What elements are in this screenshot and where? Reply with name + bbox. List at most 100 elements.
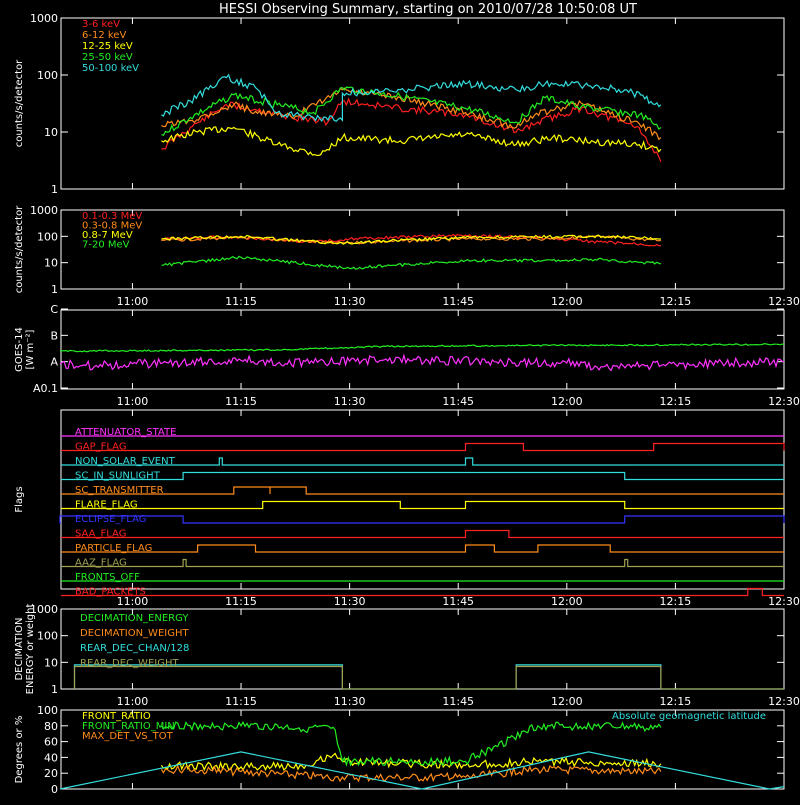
goes-series-1	[59, 353, 785, 372]
decimation-legend-2: REAR_DEC_CHAN/128	[80, 643, 189, 654]
flag-label-0: ATTENUATOR_STATE	[75, 427, 176, 438]
goes-ytick-label-1: A	[50, 356, 58, 369]
flag-trace-2	[61, 457, 784, 466]
gamma-xtick-label-4: 12:00	[551, 295, 583, 308]
flags-xtick-label-3: 11:45	[442, 595, 474, 608]
goes-ytick-label-2: B	[50, 329, 58, 342]
decimation-legend-0: DECIMATION_ENERGY	[80, 613, 189, 624]
flags-xtick-label-5: 12:15	[660, 595, 692, 608]
decimation-series-0	[73, 664, 784, 690]
flag-label-2: NON_SOLAR_EVENT	[75, 456, 176, 467]
goes-xtick-label-5: 12:15	[660, 395, 692, 408]
gamma-xtick-label-3: 11:45	[442, 295, 474, 308]
flags-xtick-label-0: 11:00	[117, 595, 149, 608]
hxr-ytick-label-0: 1	[51, 183, 58, 196]
flags-xtick-label-1: 11:15	[225, 595, 257, 608]
ratios-series-2	[160, 764, 662, 783]
gamma-series-1	[161, 235, 662, 245]
flag-trace-3	[61, 471, 784, 481]
decimation-xtick-label-4: 12:00	[551, 695, 583, 708]
ratios-ytick-label-0: 0	[51, 783, 58, 796]
flag-trace-1	[61, 442, 785, 452]
hxr-legend-0: 3-6 keV	[82, 19, 120, 30]
flag-label-11: BAD_PACKETS	[75, 587, 146, 598]
gamma-ytick-label-2: 100	[37, 230, 58, 243]
decimation-xtick-label-2: 11:30	[334, 695, 366, 708]
ratios-ytick-label-1: 20	[44, 767, 58, 780]
goes-xtick-label-4: 12:00	[551, 395, 583, 408]
goes-ylabel-0: GOES-14	[14, 327, 25, 372]
hxr-legend-2: 12-25 keV	[82, 41, 133, 52]
hxr-ylabel-0: counts/s/detector	[14, 59, 25, 147]
plot-title: HESSI Observing Summary, starting on 201…	[219, 2, 637, 17]
ratios-ytick-label-3: 60	[44, 736, 58, 749]
hxr-series-4	[161, 73, 662, 123]
gamma-series-3	[161, 255, 662, 270]
ratios-annotation: Absolute geomagnetic latitude	[612, 711, 766, 722]
ratios-ylabel-0: Degrees or %	[14, 716, 25, 784]
hxr-ytick-label-1: 10	[44, 126, 58, 139]
gamma-xtick-label-2: 11:30	[334, 295, 366, 308]
hxr-series-1	[161, 87, 662, 141]
ratios-series-1	[160, 720, 662, 768]
gamma-xtick-label-6: 12:30	[768, 295, 800, 308]
hxr-frame	[60, 17, 785, 190]
gamma-xtick-label-5: 12:15	[660, 295, 692, 308]
goes-xtick-label-1: 11:15	[225, 395, 257, 408]
flags-ylabel-0: Flags	[14, 486, 25, 512]
flag-label-4: SC_TRANSMITTER	[75, 485, 164, 496]
flag-trace-6	[59, 515, 785, 524]
gamma-series-2	[161, 234, 661, 245]
ratios-ytick-label-4: 80	[44, 720, 58, 733]
flag-trace-7	[61, 529, 784, 539]
gamma-xtick-label-1: 11:15	[225, 295, 257, 308]
decimation-xtick-label-5: 12:15	[660, 695, 692, 708]
decimation-ytick-label-1: 10	[44, 656, 58, 669]
goes-xtick-label-0: 11:00	[117, 395, 149, 408]
ratios-legend-2: MAX_DET_VS_TOT	[82, 731, 174, 742]
flag-trace-8	[61, 544, 784, 553]
flag-label-6: ECLIPSE_FLAG	[75, 514, 146, 525]
ratios-ytick-label-5: 100	[37, 704, 58, 717]
flag-trace-5	[61, 500, 784, 510]
flag-trace-11	[61, 587, 784, 597]
goes-xtick-label-3: 11:45	[442, 395, 474, 408]
goes-frame	[60, 309, 785, 390]
flags-xtick-label-4: 12:00	[551, 595, 583, 608]
hxr-ytick-label-2: 100	[37, 69, 58, 82]
flag-label-1: GAP_FLAG	[75, 442, 127, 453]
gamma-legend-0: 0.1-0.3 MeV	[82, 211, 142, 222]
flag-label-5: FLARE_FLAG	[75, 500, 138, 511]
goes-xtick-label-2: 11:30	[334, 395, 366, 408]
goes-xtick-label-6: 12:30	[768, 395, 800, 408]
goes-ylabel-1: [W m⁻²]	[25, 329, 36, 369]
gamma-xtick-label-0: 11:00	[117, 295, 149, 308]
goes-ytick-label-0: A0.1	[33, 382, 58, 395]
flag-label-8: PARTICLE_FLAG	[75, 543, 152, 554]
hxr-ytick-label-3: 1000	[30, 12, 58, 25]
flag-label-10: FRONTS_OFF	[75, 572, 140, 583]
flag-label-9: AAZ_FLAG	[75, 558, 127, 569]
gamma-ytick-label-1: 10	[44, 257, 58, 270]
flag-label-7: SAA_FLAG	[75, 529, 126, 540]
decimation-ytick-label-0: 1	[51, 683, 58, 696]
decimation-legend-1: DECIMATION_WEIGHT	[80, 628, 189, 639]
decimation-xtick-label-1: 11:15	[225, 695, 257, 708]
decimation-xtick-label-0: 11:00	[117, 695, 149, 708]
goes-ytick-label-3: C	[50, 303, 58, 316]
decimation-xtick-label-6: 12:30	[768, 695, 800, 708]
hxr-legend-4: 50-100 keV	[82, 63, 139, 74]
decimation-xtick-label-3: 11:45	[442, 695, 474, 708]
gamma-legend-1: 0.3-0.8 MeV	[82, 221, 142, 232]
ratios-legend-0: FRONT_RATIO	[82, 711, 151, 722]
ratios-legend-1: FRONT_RATIO_MIN	[82, 721, 175, 732]
decimation-ylabel-1: ENERGY or weight	[25, 604, 36, 695]
gamma-legend-3: 7-20 MeV	[82, 240, 130, 251]
ratios-ytick-label-2: 40	[44, 751, 58, 764]
hxr-legend-1: 6-12 keV	[82, 30, 126, 41]
decimation-ylabel-0: DECIMATION	[14, 617, 25, 680]
decimation-ytick-label-2: 100	[37, 630, 58, 643]
hxr-series-0	[161, 97, 662, 163]
